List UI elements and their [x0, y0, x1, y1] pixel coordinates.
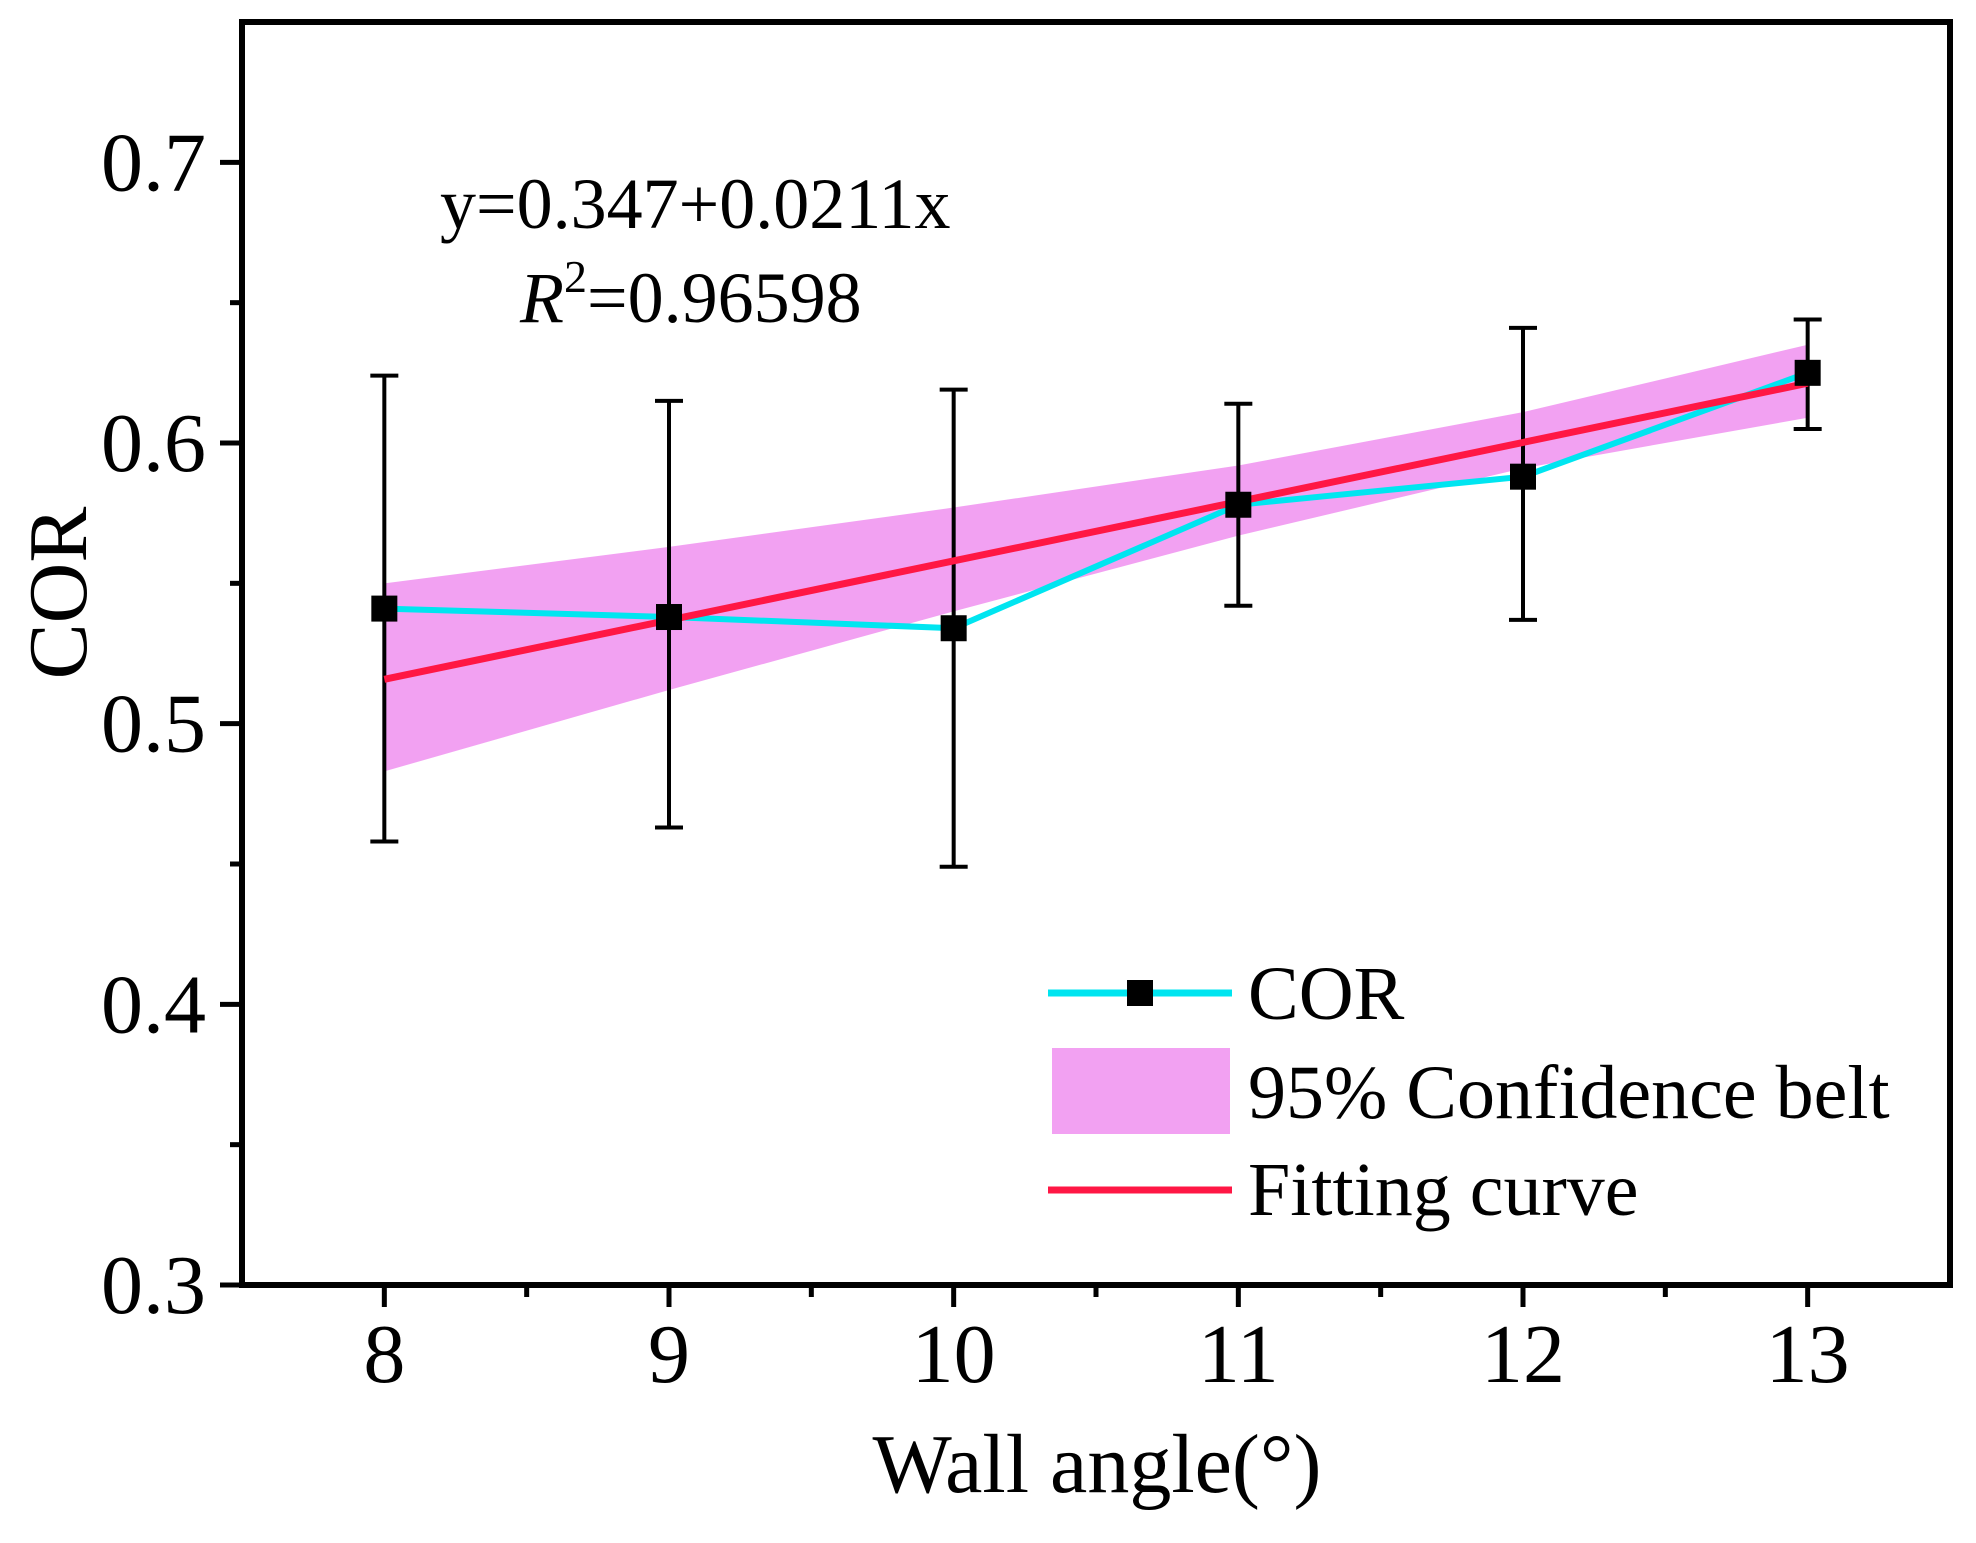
x-tick-label: 12	[1481, 1308, 1565, 1401]
fitting-curve-line	[383, 379, 1809, 683]
y-axis-title: COR	[12, 507, 105, 680]
x-tick-label: 8	[363, 1308, 405, 1401]
legend-cor-marker-icon	[1127, 980, 1153, 1006]
r-squared-annotation: R2=0.96598	[519, 251, 862, 338]
x-tick-label: 13	[1766, 1308, 1850, 1401]
cor-data-point	[656, 604, 682, 631]
fit-equation: y=0.347+0.0211x	[440, 164, 951, 244]
x-tick-label: 10	[912, 1308, 996, 1401]
cor-data-point	[1510, 463, 1536, 490]
legend-label-band: 95% Confidence belt	[1248, 1051, 1890, 1135]
confidence-band-layer	[384, 344, 1808, 772]
r-squared-superscript: 2	[564, 251, 587, 302]
cor-series-line	[384, 370, 1809, 632]
cor-data-point	[371, 595, 398, 622]
cor-data-point	[940, 615, 967, 642]
x-tick-label: 11	[1198, 1308, 1279, 1401]
r-squared-symbol: R	[519, 258, 564, 338]
axes-layer: 8 9 10 11 12 13 0.3 0.4 0.5 0.6 0.7	[101, 19, 1953, 1401]
cor-data-point	[1225, 491, 1252, 518]
y-tick-label: 0.3	[101, 1239, 206, 1332]
y-tick-label: 0.6	[101, 397, 206, 490]
y-tick-label: 0.5	[101, 678, 206, 771]
cor-data-point	[1794, 359, 1821, 386]
legend-label-cor: COR	[1248, 952, 1405, 1036]
x-tick-label: 9	[648, 1308, 690, 1401]
y-tick-label: 0.7	[101, 116, 206, 209]
legend-layer: COR 95% Confidence belt Fitting curve	[1048, 952, 1890, 1232]
r-squared-value: =0.96598	[587, 258, 862, 338]
legend-band-swatch	[1052, 1048, 1230, 1134]
y-tick-label: 0.4	[101, 958, 206, 1051]
legend-label-fit: Fitting curve	[1248, 1148, 1639, 1232]
x-axis-title: Wall angle(°)	[873, 1418, 1322, 1511]
fit-layer	[371, 359, 1821, 683]
confidence-band	[384, 344, 1808, 772]
